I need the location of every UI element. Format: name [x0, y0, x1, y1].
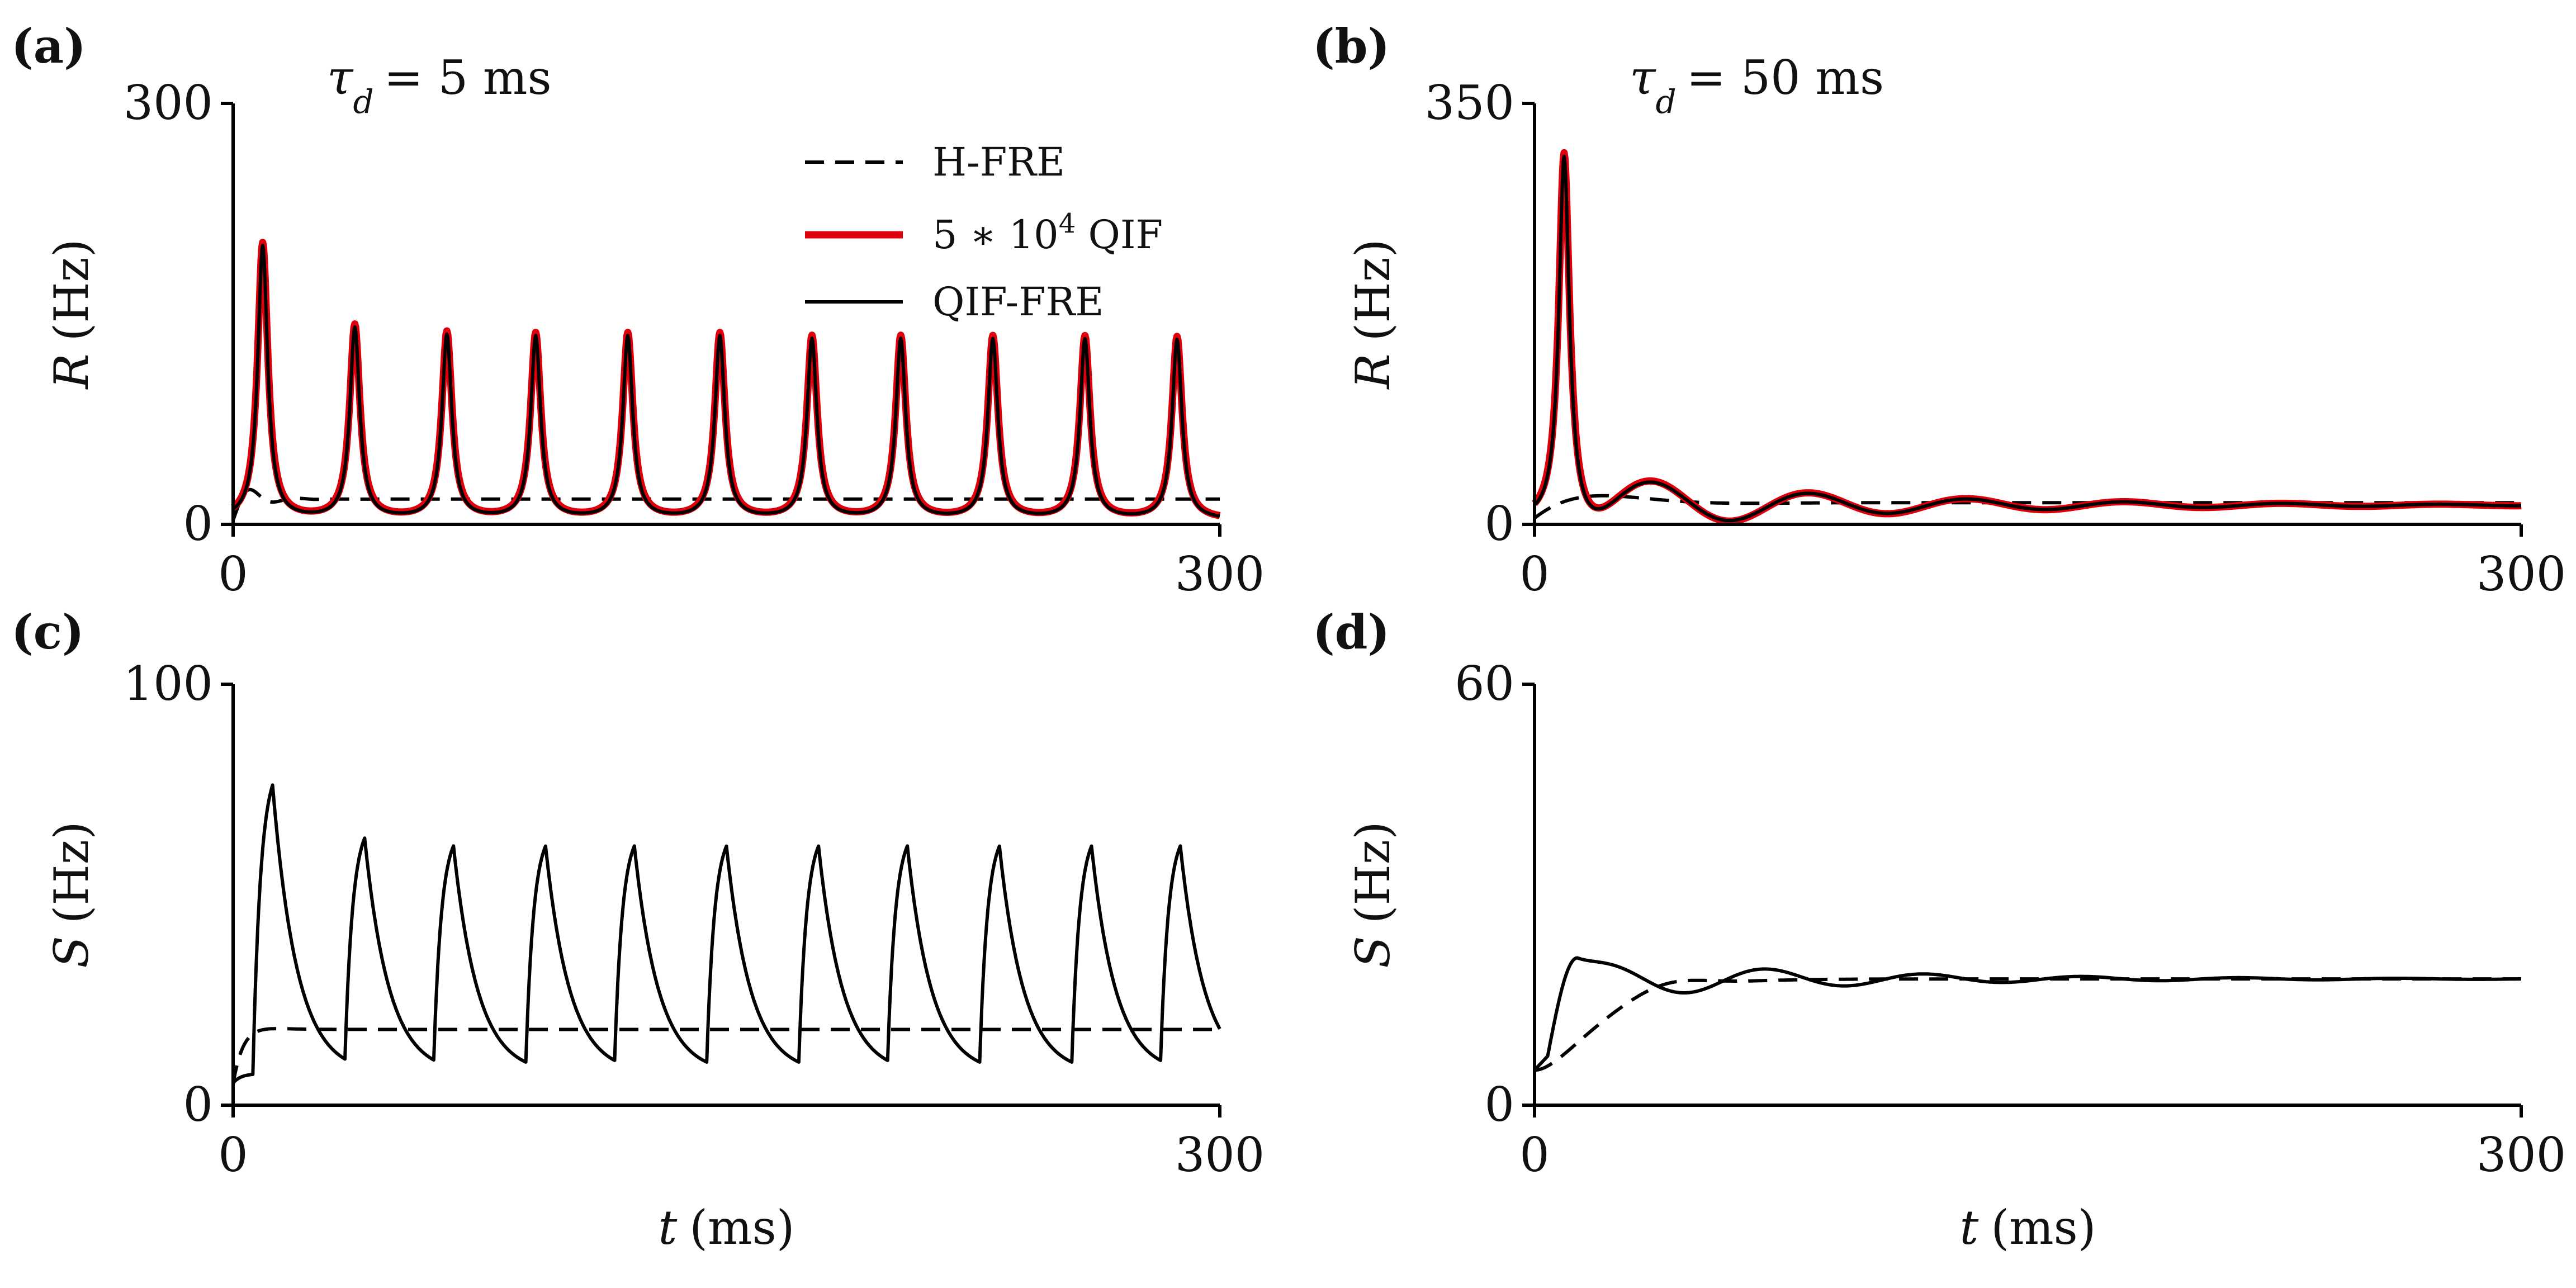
panel-b: (b) τd = 50 ms 0 350 0 300 R(Hz)	[1313, 18, 2566, 602]
series-h-fre-line	[231, 487, 1221, 521]
x-tick-label: 0	[1519, 1128, 1549, 1182]
axes-d: 0 60 0 300 S(Hz) t (ms)	[1346, 656, 2566, 1255]
annotation-a: τd = 5 ms	[327, 50, 552, 121]
legend-label: H-FRE	[932, 139, 1065, 185]
legend-label: 5 ∗ 104 QIF	[932, 208, 1163, 258]
y-axis-label: R(Hz)	[44, 239, 99, 390]
y-tick-label: 100	[124, 656, 213, 711]
x-tick-label: 300	[1175, 547, 1265, 602]
panel-letter-c: (c)	[11, 604, 84, 660]
y-tick-label: 350	[1425, 75, 1514, 130]
y-tick-label: 0	[183, 496, 213, 551]
x-tick-label: 300	[1175, 1128, 1265, 1182]
y-tick-label: 0	[1485, 1077, 1514, 1132]
x-tick-label: 0	[218, 1128, 248, 1182]
legend-label: QIF-FRE	[932, 279, 1104, 325]
y-axis-label: S(Hz)	[44, 821, 99, 968]
y-tick-label: 0	[1485, 496, 1514, 551]
series-qif-fre-line	[1533, 956, 2522, 1072]
x-tick-label: 300	[2476, 547, 2566, 602]
legend: H-FRE 5 ∗ 104 QIF QIF-FRE	[805, 139, 1163, 325]
panel-c: (c) 0 100 0 300 S(Hz) t (ms)	[11, 604, 1265, 1255]
panel-letter-a: (a)	[11, 18, 86, 74]
panel-a: (a) τd = 5 ms 0 300 0 300 R(Hz) H-FRE 5 ∗ 104 …	[11, 18, 1265, 602]
panel-letter-d: (d)	[1313, 604, 1390, 660]
axes-b: 0 350 0 300 R(Hz)	[1346, 75, 2566, 602]
series-qif-fre-line	[231, 783, 1221, 1085]
series-qif-fre-line	[232, 243, 1221, 518]
x-tick-label: 300	[2476, 1128, 2566, 1182]
annotation-b: τd = 50 ms	[1630, 50, 1884, 121]
x-axis-label: t (ms)	[658, 1200, 794, 1255]
y-tick-label: 0	[183, 1077, 213, 1132]
series-h-fre-line	[231, 1027, 1221, 1085]
axes-c: 0 100 0 300 S(Hz) t (ms)	[44, 656, 1265, 1255]
y-tick-label: 60	[1455, 656, 1514, 711]
x-tick-label: 0	[218, 547, 248, 602]
x-tick-label: 0	[1519, 547, 1549, 602]
series-5-10-4-qif-line	[1532, 149, 2524, 525]
panel-d: (d) 0 60 0 300 S(Hz) t (ms)	[1313, 604, 2566, 1255]
y-axis-label: R(Hz)	[1346, 239, 1400, 390]
panel-letter-b: (b)	[1313, 18, 1390, 74]
axes-a: 0 300 0 300 R(Hz)	[44, 75, 1265, 602]
y-tick-label: 300	[124, 75, 213, 130]
series-qif-fre-line	[1533, 154, 2522, 523]
y-axis-label: S(Hz)	[1346, 821, 1400, 968]
x-axis-label: t (ms)	[1959, 1200, 2096, 1255]
